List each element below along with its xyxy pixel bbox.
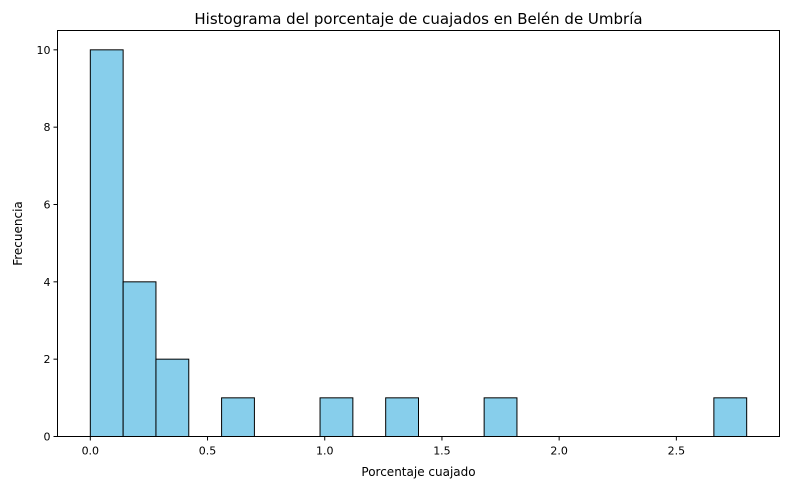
histogram-bar	[319, 397, 354, 438]
chart-title: Histograma del porcentaje de cuajados en…	[194, 10, 642, 28]
y-tick-label: 8	[44, 121, 51, 134]
x-tick-label: 1.5	[433, 445, 451, 458]
histogram-bar	[713, 397, 748, 438]
histogram-bar	[221, 397, 255, 438]
y-tick-label: 4	[44, 276, 51, 289]
y-tick-label: 2	[44, 353, 51, 366]
x-tick-label: 0.5	[199, 445, 217, 458]
plot-frame	[57, 30, 780, 437]
x-axis-ticks: 0.0 0.5 1.0 1.5 2.0 2.5	[82, 436, 686, 458]
x-tick-label: 2.0	[550, 445, 568, 458]
y-axis-label: Frecuencia	[11, 201, 25, 266]
y-tick-label: 6	[44, 199, 51, 212]
bars-group	[89, 49, 748, 438]
histogram-bar	[155, 358, 190, 437]
histogram-bar	[122, 281, 157, 438]
y-tick-label: 10	[37, 44, 51, 57]
x-tick-label: 1.0	[316, 445, 334, 458]
y-tick-label: 0	[44, 431, 51, 444]
x-axis-label: Porcentaje cuajado	[361, 465, 475, 479]
histogram-bar	[89, 49, 124, 437]
histogram-bar	[385, 397, 420, 438]
y-axis-ticks: 0 2 4 6 8 10	[37, 44, 58, 444]
x-tick-label: 2.5	[668, 445, 686, 458]
x-tick-label: 0.0	[82, 445, 100, 458]
histogram-bar	[483, 397, 518, 438]
